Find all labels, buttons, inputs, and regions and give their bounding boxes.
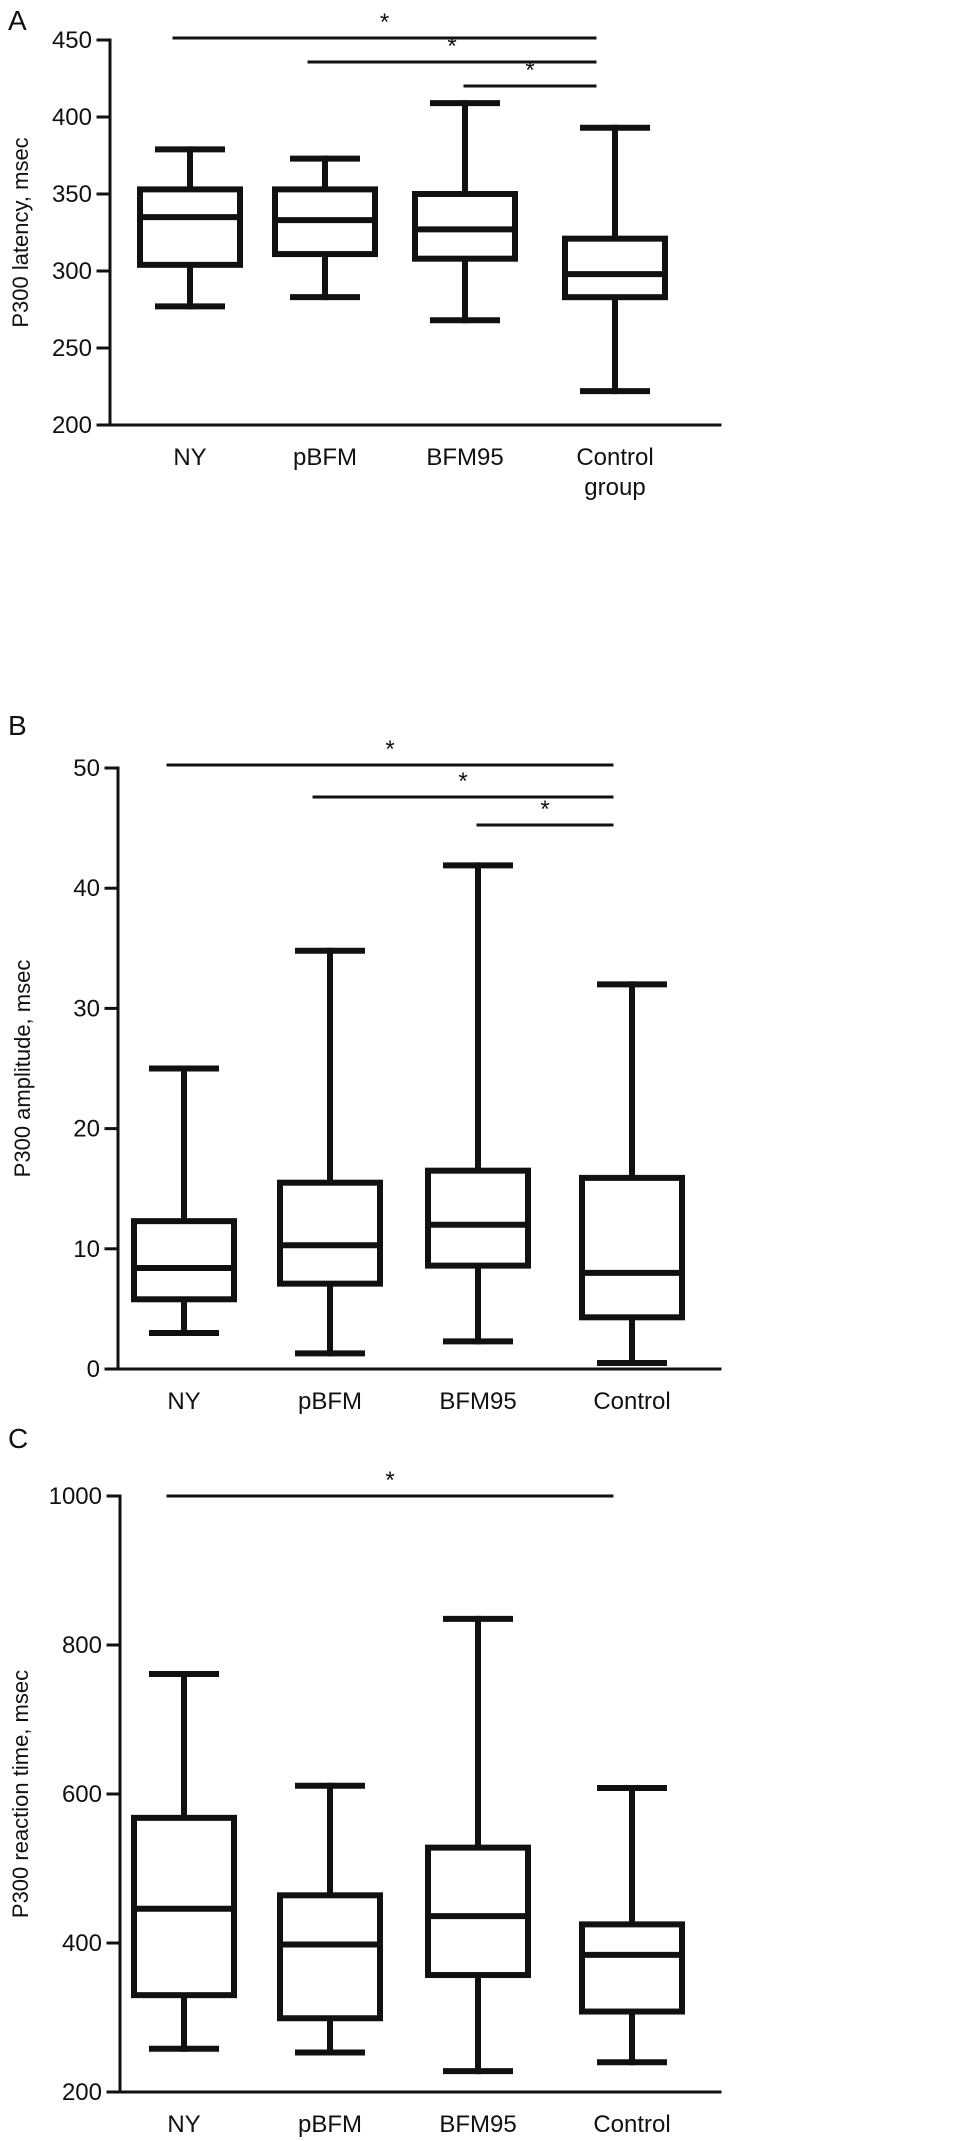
y-tick-label: 450 bbox=[52, 27, 92, 54]
panel-label: B bbox=[8, 710, 27, 741]
y-tick-label: 20 bbox=[73, 1116, 100, 1143]
x-category-label: NY bbox=[173, 444, 206, 471]
panel-label: C bbox=[8, 1423, 28, 1454]
y-tick-label: 50 bbox=[73, 755, 100, 782]
x-category-label: Control bbox=[593, 2111, 670, 2138]
box-plot-2 bbox=[425, 1615, 531, 2075]
box-iqr bbox=[277, 1179, 383, 1287]
y-tick-label: 0 bbox=[87, 1356, 100, 1383]
significance-marker: * bbox=[525, 57, 534, 84]
panel-c-reaction-time-chart: C 200 400 600 800 1000 P300 reaction time, mse… bbox=[8, 1423, 722, 2138]
y-tick-label: 250 bbox=[52, 335, 92, 362]
x-category-label: pBFM bbox=[298, 2111, 362, 2138]
panel-label: A bbox=[8, 5, 27, 36]
box-plot-0 bbox=[131, 1065, 237, 1336]
x-category-label: pBFM bbox=[298, 1388, 362, 1415]
box-iqr bbox=[277, 1892, 383, 2022]
y-tick-label: 600 bbox=[62, 1781, 102, 1808]
y-axis-label: P300 reaction time, msec bbox=[8, 1670, 33, 1918]
box-plot-0 bbox=[137, 146, 243, 310]
box-plot-0 bbox=[131, 1671, 237, 2052]
y-tick-label: 30 bbox=[73, 995, 100, 1022]
y-tick-label: 400 bbox=[52, 104, 92, 131]
x-category-label: group bbox=[601, 1418, 662, 1420]
significance-marker: * bbox=[385, 1467, 394, 1494]
y-axis-label: P300 amplitude, msec bbox=[10, 960, 35, 1178]
box-iqr bbox=[412, 191, 518, 262]
box-iqr bbox=[425, 1844, 531, 1979]
y-tick-label: 40 bbox=[73, 875, 100, 902]
y-tick-label: 200 bbox=[62, 2079, 102, 2106]
x-category-label: BFM95 bbox=[439, 2111, 516, 2138]
panel-b-amplitude-chart: B 0 10 20 30 40 50 P300 amplitude, msec NY pBFM BF… bbox=[8, 710, 722, 1420]
box-plot-1 bbox=[272, 155, 378, 301]
x-category-label: BFM95 bbox=[426, 444, 503, 471]
significance-marker: * bbox=[380, 9, 389, 36]
box-plot-3 bbox=[562, 124, 668, 395]
panel-a-latency-chart: A 200 250 300 350 400 450 P300 latency, msec NY p… bbox=[8, 5, 722, 501]
x-category-label: BFM95 bbox=[439, 1388, 516, 1415]
significance-marker: * bbox=[447, 33, 456, 60]
box-plot-2 bbox=[425, 862, 531, 1345]
y-tick-label: 10 bbox=[73, 1236, 100, 1263]
x-category-label: NY bbox=[167, 2111, 200, 2138]
x-category-label: NY bbox=[167, 1388, 200, 1415]
box-iqr bbox=[425, 1167, 531, 1269]
y-tick-label: 300 bbox=[52, 258, 92, 285]
y-tick-label: 350 bbox=[52, 181, 92, 208]
box-plot-3 bbox=[579, 981, 685, 1366]
box-iqr bbox=[137, 186, 243, 268]
significance-marker: * bbox=[385, 736, 394, 763]
significance-marker: * bbox=[458, 768, 467, 795]
box-iqr bbox=[579, 1921, 685, 2015]
box-plot-1 bbox=[277, 947, 383, 1357]
y-tick-label: 400 bbox=[62, 1930, 102, 1957]
x-category-label: group bbox=[584, 474, 645, 501]
x-category-label: pBFM bbox=[293, 444, 357, 471]
box-iqr bbox=[131, 1218, 237, 1303]
x-category-label: Control bbox=[593, 1388, 670, 1415]
box-iqr bbox=[579, 1174, 685, 1321]
y-tick-label: 800 bbox=[62, 1632, 102, 1659]
box-plot-2 bbox=[412, 100, 518, 324]
box-plot-1 bbox=[277, 1782, 383, 2056]
box-plot-3 bbox=[579, 1785, 685, 2066]
y-axis-label: P300 latency, msec bbox=[8, 137, 33, 327]
y-tick-label: 200 bbox=[52, 412, 92, 439]
x-category-label: Control bbox=[576, 444, 653, 471]
y-tick-label: 1000 bbox=[49, 1483, 102, 1510]
box-iqr bbox=[562, 235, 668, 301]
significance-marker: * bbox=[540, 796, 549, 823]
